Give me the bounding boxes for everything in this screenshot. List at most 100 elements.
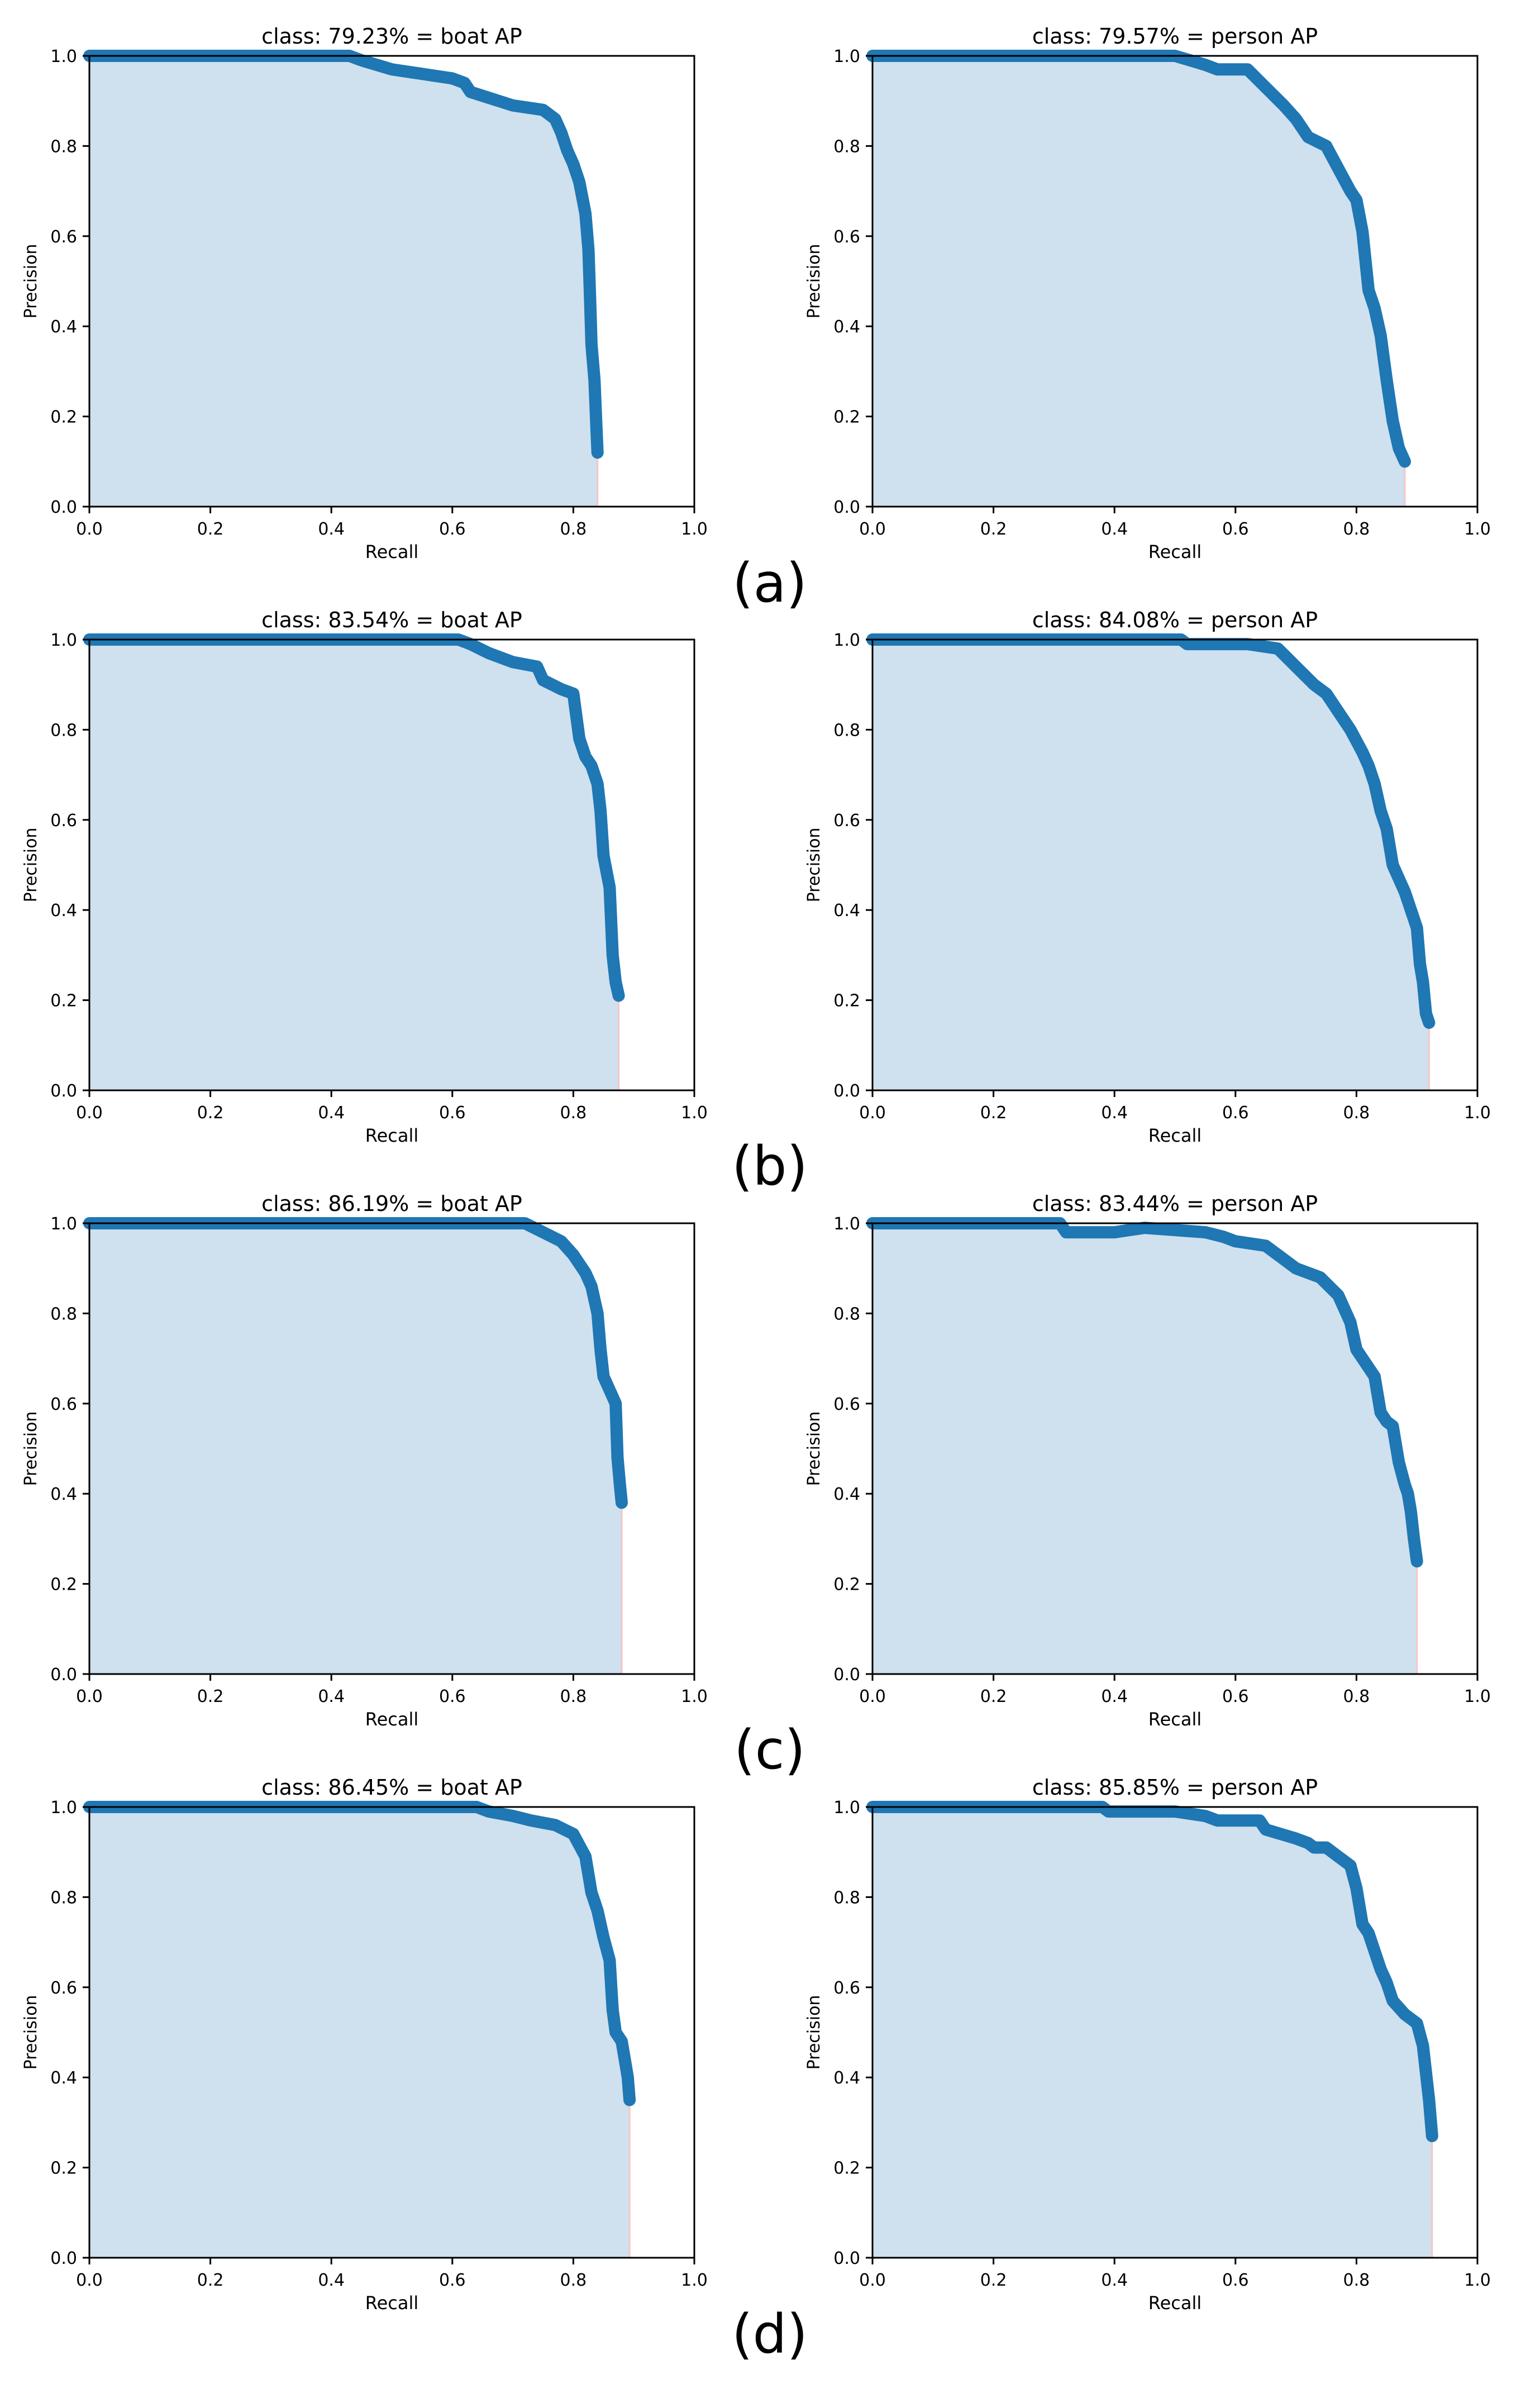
pr-curve-line: [866, 50, 1411, 468]
x-axis-label: Recall: [1148, 1125, 1202, 1146]
x-tick-label: 0.4: [1101, 1687, 1128, 1706]
panel-label-b: (b): [732, 1135, 808, 1198]
y-axis-label: Precision: [21, 828, 41, 903]
x-tick-label: 0.6: [1222, 2271, 1249, 2290]
y-tick-label: 0.8: [50, 137, 77, 156]
y-tick-label: 0.6: [833, 1395, 860, 1414]
y-axis-label: Precision: [21, 1995, 41, 2070]
x-tick-label: 0.4: [1101, 519, 1128, 539]
axes-frame: [88, 1806, 695, 2259]
y-tick-label: 0.0: [50, 1665, 77, 1685]
x-tick-label: 0.2: [980, 519, 1007, 539]
y-tick-label: 0.2: [833, 2159, 860, 2178]
x-tick-label: 0.0: [859, 1687, 886, 1706]
y-axis-label: Precision: [804, 1995, 824, 2070]
axes-frame: [88, 638, 695, 1091]
y-tick-label: 1.0: [50, 1798, 77, 1818]
x-tick-label: 0.0: [76, 1687, 103, 1706]
area-fill: [89, 1223, 622, 1674]
x-tick-label: 0.0: [76, 1103, 103, 1123]
x-tick-label: 1.0: [681, 1687, 708, 1706]
y-tick-label: 0.4: [50, 1485, 77, 1504]
y-tick-label: 0.4: [833, 2068, 860, 2088]
x-tick-label: 0.2: [980, 2271, 1007, 2290]
y-tick-label: 0.0: [833, 498, 860, 517]
y-tick-label: 0.0: [50, 1081, 77, 1101]
x-tick-label: 0.4: [1101, 1103, 1128, 1123]
y-tick-label: 0.2: [833, 1575, 860, 1595]
pr-curve-line: [83, 50, 604, 459]
y-tick-label: 0.6: [833, 1978, 860, 1998]
pr-chart-7: 0.0 0.2 0.4 0.6 0.8 1.0 0.0 0.2 0.4 0.6 0.8 1.0 clas…: [21, 1775, 708, 2314]
area-fill: [89, 1807, 630, 2258]
pr-curve-line: [83, 1801, 636, 2106]
y-tick-label: 0.6: [50, 1978, 77, 1998]
x-tick-label: 0.4: [318, 519, 345, 539]
pr-curve-line: [83, 1217, 628, 1509]
x-tick-label: 0.4: [318, 1103, 345, 1123]
y-tick-label: 0.0: [833, 2249, 860, 2268]
x-axis-label: Recall: [365, 1125, 418, 1146]
x-tick-label: 0.8: [560, 1103, 587, 1123]
x-tick-label: 0.2: [197, 519, 224, 539]
y-tick-label: 0.8: [833, 1888, 860, 1908]
y-axis-label: Precision: [21, 1412, 41, 1486]
x-tick-label: 0.6: [1222, 519, 1249, 539]
y-tick-label: 0.2: [50, 408, 77, 427]
x-tick-label: 1.0: [1464, 2271, 1491, 2290]
y-tick-label: 0.2: [50, 991, 77, 1011]
y-tick-label: 1.0: [50, 47, 77, 66]
pr-chart-2: 0.0 0.2 0.4 0.6 0.8 1.0 0.0 0.2 0.4 0.6 0.8 1.0 clas…: [804, 24, 1491, 562]
x-tick-label: 1.0: [1464, 1103, 1491, 1123]
y-tick-label: 0.2: [833, 991, 860, 1011]
x-axis-label: Recall: [365, 2292, 418, 2314]
axes-frame: [88, 1222, 695, 1675]
y-tick-label: 0.4: [833, 317, 860, 337]
x-tick-label: 0.6: [439, 1103, 466, 1123]
y-tick-label: 0.6: [833, 811, 860, 831]
y-tick-label: 1.0: [833, 631, 860, 650]
pr-curve-line: [866, 1217, 1423, 1568]
y-tick-label: 0.8: [833, 721, 860, 740]
x-tick-label: 0.0: [859, 519, 886, 539]
pr-curve-line: [83, 633, 625, 1002]
y-tick-label: 0.2: [833, 408, 860, 427]
chart-title: class: 83.54% = boat AP: [261, 608, 522, 632]
pr-curve-line: [866, 633, 1436, 1029]
axes-frame: [871, 55, 1479, 508]
chart-title: class: 86.19% = boat AP: [261, 1191, 522, 1216]
chart-title: class: 85.85% = person AP: [1032, 1775, 1318, 1800]
y-tick-label: 0.8: [50, 1888, 77, 1908]
chart-title: class: 84.08% = person AP: [1032, 608, 1318, 632]
panel-label-a: (a): [732, 552, 807, 614]
axes-frame: [871, 638, 1479, 1091]
chart-title: class: 86.45% = boat AP: [261, 1775, 522, 1800]
x-tick-label: 0.6: [439, 1687, 466, 1706]
y-tick-label: 0.0: [833, 1081, 860, 1101]
y-tick-label: 1.0: [50, 1214, 77, 1234]
y-tick-label: 0.0: [50, 2249, 77, 2268]
chart-title: class: 79.23% = boat AP: [261, 24, 522, 49]
pr-chart-6: 0.0 0.2 0.4 0.6 0.8 1.0 0.0 0.2 0.4 0.6 0.8 1.0 clas…: [804, 1191, 1491, 1730]
x-tick-label: 0.2: [980, 1103, 1007, 1123]
x-tick-label: 0.2: [197, 1687, 224, 1706]
pr-chart-5: 0.0 0.2 0.4 0.6 0.8 1.0 0.0 0.2 0.4 0.6 0.8 1.0 clas…: [21, 1191, 708, 1730]
y-tick-label: 0.8: [50, 1304, 77, 1324]
panel-label-c: (c): [734, 1719, 805, 1781]
x-tick-label: 0.4: [1101, 2271, 1128, 2290]
y-tick-label: 0.6: [50, 1395, 77, 1414]
y-tick-label: 0.4: [833, 901, 860, 921]
y-tick-label: 0.0: [833, 1665, 860, 1685]
x-tick-label: 0.6: [1222, 1103, 1249, 1123]
pr-curve-line: [866, 1801, 1438, 2143]
pr-chart-4: 0.0 0.2 0.4 0.6 0.8 1.0 0.0 0.2 0.4 0.6 0.8 1.0 clas…: [804, 608, 1491, 1146]
x-tick-label: 1.0: [681, 1103, 708, 1123]
y-axis-label: Precision: [804, 244, 824, 319]
axes-frame: [871, 1222, 1479, 1675]
x-tick-label: 0.2: [197, 2271, 224, 2290]
y-tick-label: 0.6: [50, 227, 77, 247]
area-fill: [872, 1807, 1432, 2258]
x-tick-label: 0.6: [439, 519, 466, 539]
x-tick-label: 0.8: [560, 2271, 587, 2290]
y-tick-label: 0.4: [833, 1485, 860, 1504]
